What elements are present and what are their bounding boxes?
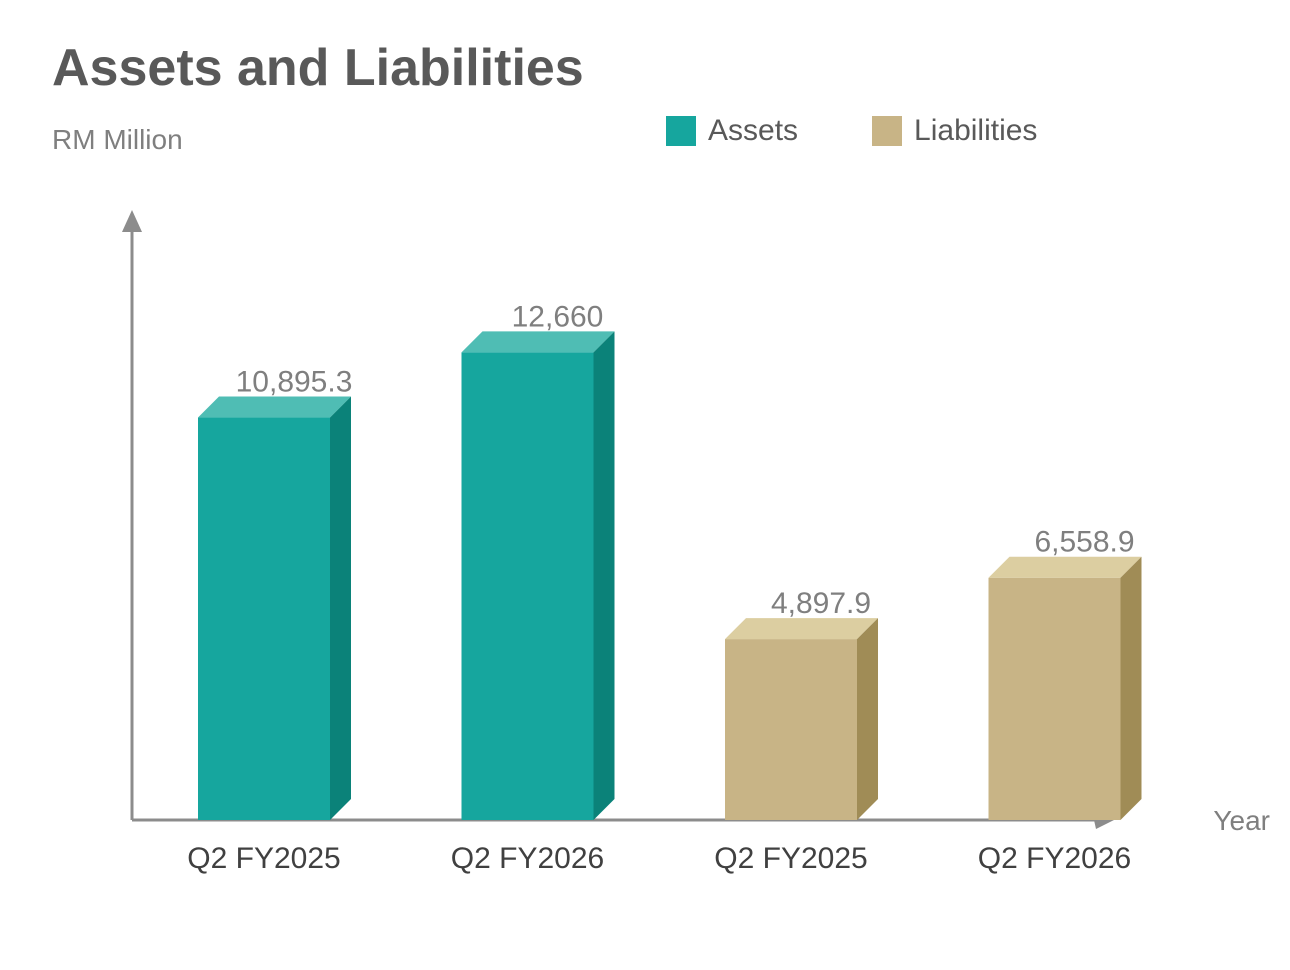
legend-label-assets: Assets xyxy=(708,114,799,147)
data-label-1: 10,895.3 xyxy=(236,366,353,399)
bar-front-1 xyxy=(198,417,330,820)
x-axis-label: Year xyxy=(1213,805,1270,836)
bar-front-4 xyxy=(988,577,1121,820)
legend-item-assets: Assets xyxy=(666,114,798,148)
bar-top-4 xyxy=(988,556,1142,578)
x-tick-label-2: Q2 FY2026 xyxy=(451,842,604,875)
y-axis-label: RM Million xyxy=(52,124,183,155)
legend-item-liabilities: Liabilities xyxy=(872,114,1037,148)
x-tick-label-1: Q2 FY2025 xyxy=(187,842,340,875)
legend-swatch-assets xyxy=(666,116,696,146)
legend: Assets Liabilities xyxy=(666,114,1111,148)
bar-1 xyxy=(198,396,351,820)
y-axis-arrow xyxy=(122,210,142,232)
chart-title: Assets and Liabilities xyxy=(52,39,584,97)
data-label-3: 4,897.9 xyxy=(771,587,871,620)
x-tick-label-3: Q2 FY2025 xyxy=(714,842,867,875)
bar-top-3 xyxy=(725,618,878,640)
data-label-2: 12,660 xyxy=(512,300,604,333)
bar-front-3 xyxy=(725,639,857,820)
x-tick-label-4: Q2 FY2026 xyxy=(978,842,1131,875)
data-label-4: 6,558.9 xyxy=(1034,526,1134,559)
legend-label-liabilities: Liabilities xyxy=(914,114,1038,147)
x-axis-arrow xyxy=(1094,820,1114,829)
bar-side-1 xyxy=(330,396,351,820)
bar-4 xyxy=(988,556,1142,820)
bar-side-3 xyxy=(857,618,878,820)
bars-group: 10,895.3 Q2 FY2025 12,660 Q2 FY2026 4,897.9 Q… xyxy=(187,300,1142,875)
bar-front-2 xyxy=(461,352,594,820)
bar-3 xyxy=(725,618,878,820)
bar-top-1 xyxy=(198,396,351,418)
bar-2 xyxy=(461,331,615,820)
legend-swatch-liabilities xyxy=(872,116,903,146)
bar-side-2 xyxy=(593,331,615,820)
bar-top-2 xyxy=(461,331,615,353)
bar-side-4 xyxy=(1120,556,1142,820)
